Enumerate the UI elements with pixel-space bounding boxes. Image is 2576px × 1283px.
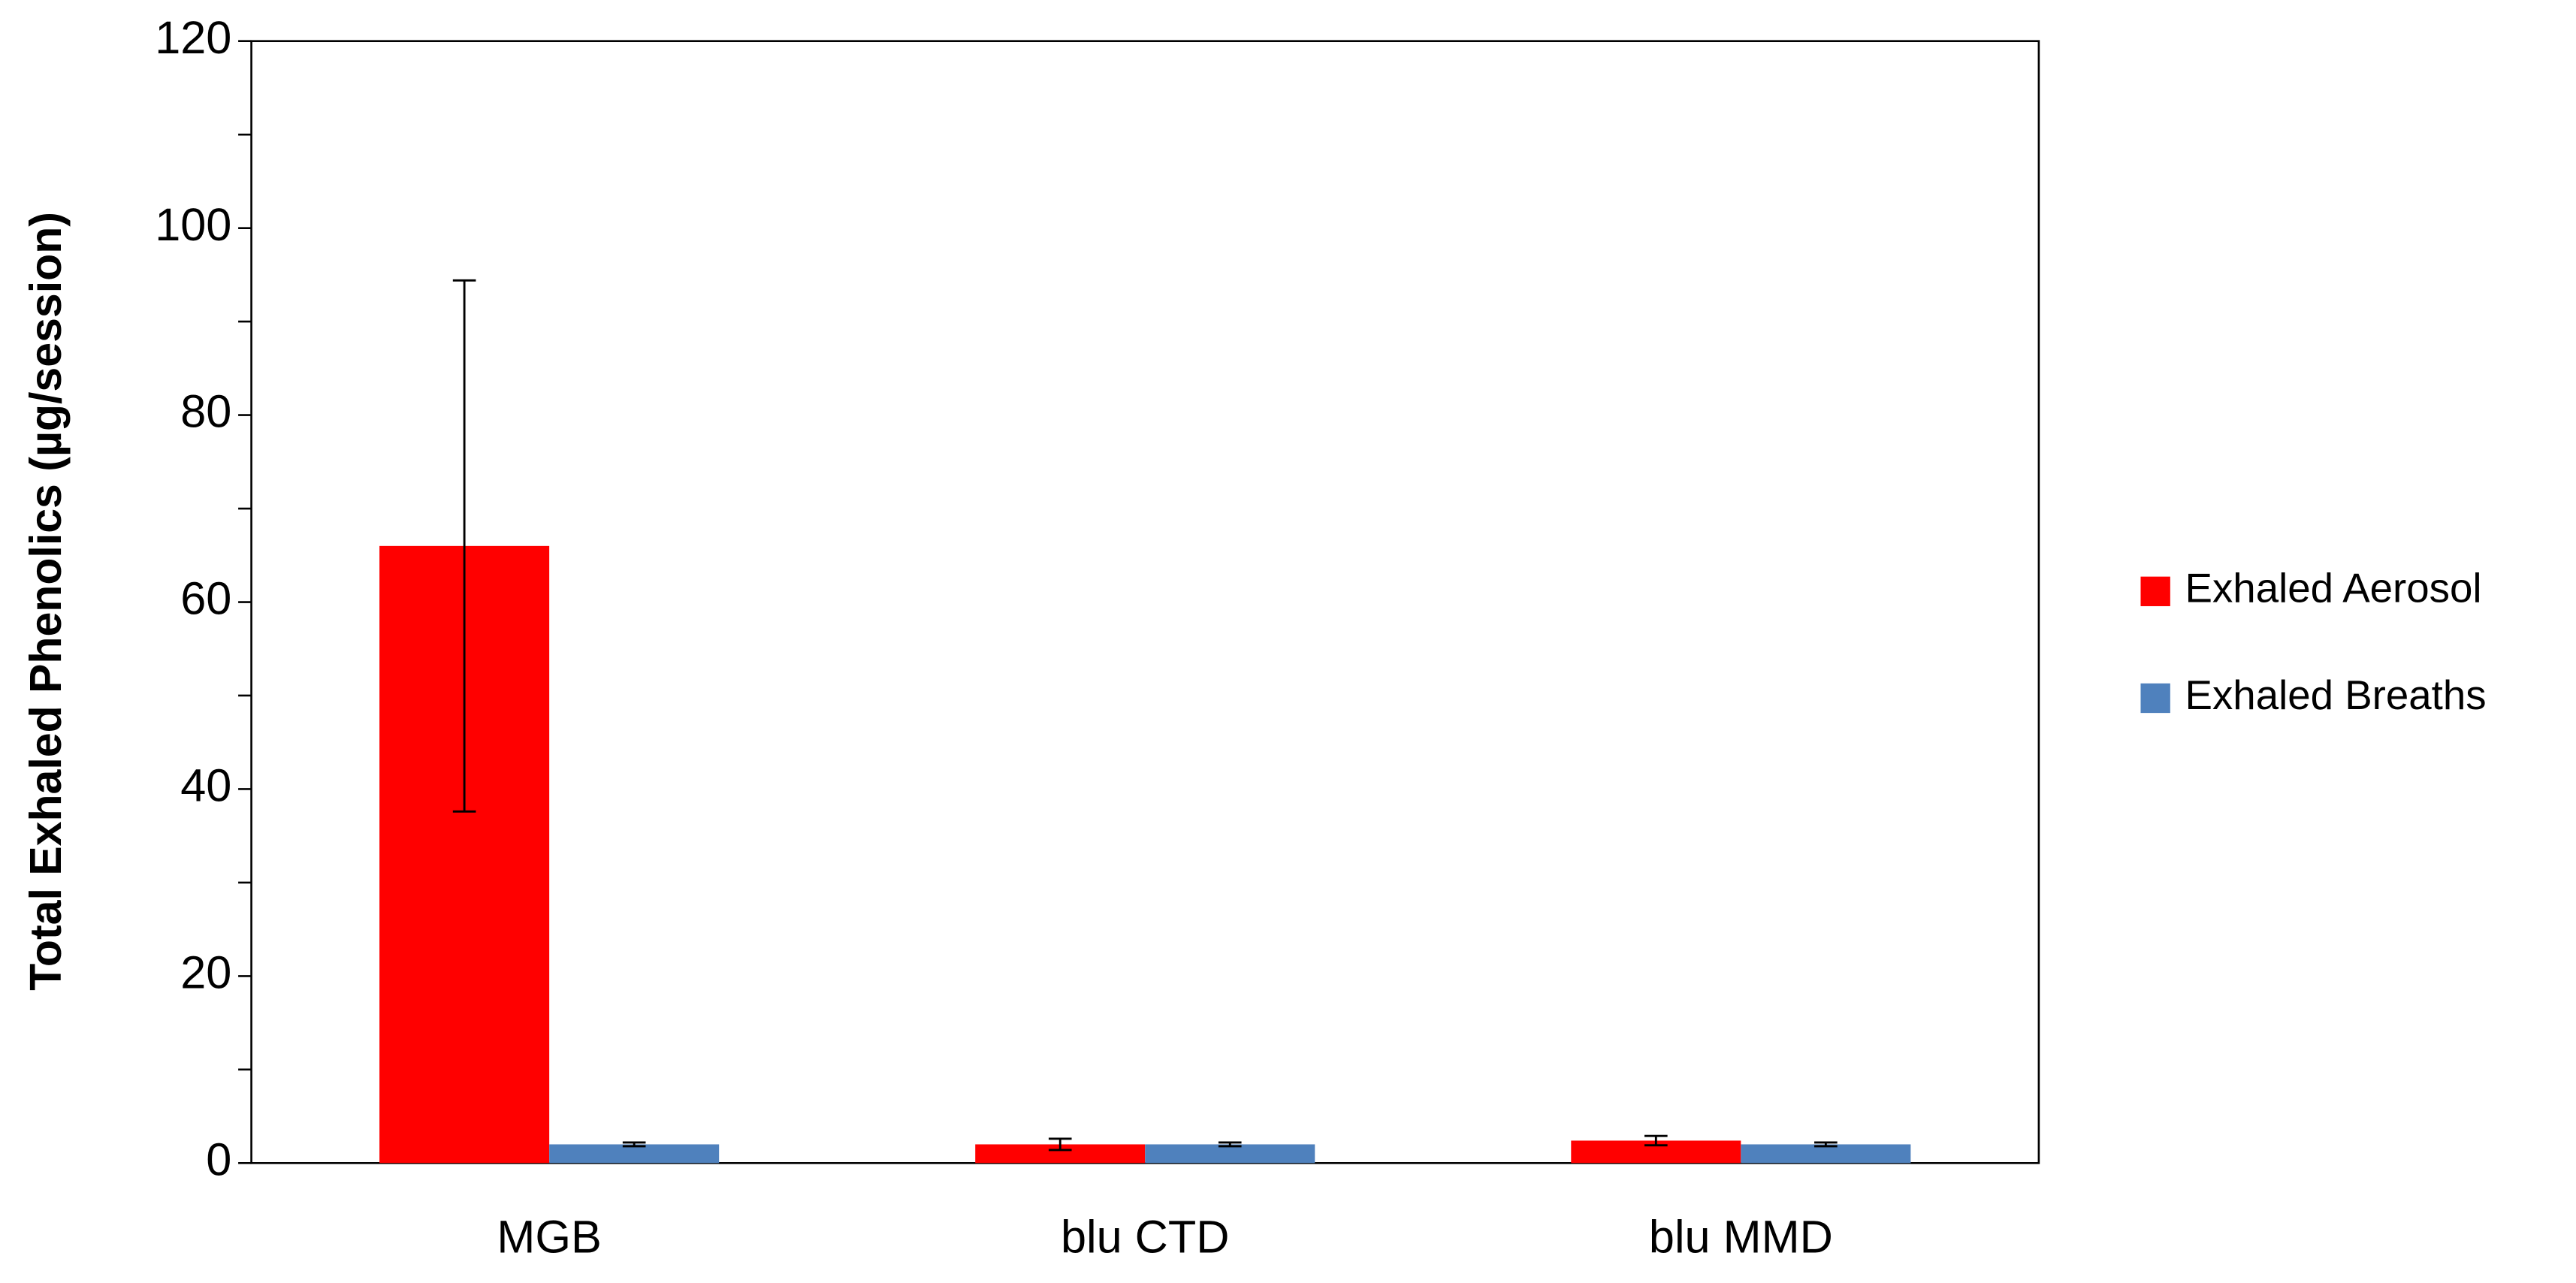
y-tick-label: 80 xyxy=(180,386,231,437)
error-bar xyxy=(452,279,476,813)
x-tick-label: blu MMD xyxy=(1649,1211,1833,1262)
y-tick-label: 120 xyxy=(155,12,231,63)
legend-label: Exhaled Breaths xyxy=(2185,672,2487,718)
legend-swatch xyxy=(2140,576,2170,606)
y-tick-label: 60 xyxy=(180,573,231,624)
legend-swatch xyxy=(2140,683,2170,714)
error-bar xyxy=(1218,1141,1242,1148)
error-bar xyxy=(1644,1134,1668,1147)
y-tick-label: 0 xyxy=(206,1134,231,1185)
bar xyxy=(549,1144,720,1164)
y-tick-label: 40 xyxy=(180,760,231,811)
legend-label: Exhaled Aerosol xyxy=(2185,566,2482,611)
x-tick-label: blu CTD xyxy=(1061,1211,1230,1262)
y-tick-label: 100 xyxy=(155,199,231,250)
error-bar xyxy=(622,1141,646,1148)
error-bar xyxy=(1814,1141,1838,1148)
y-tick-label: 20 xyxy=(180,947,231,998)
bar xyxy=(1145,1144,1315,1164)
x-tick-label: MGB xyxy=(497,1211,601,1262)
error-bar xyxy=(1048,1137,1072,1152)
bar xyxy=(1741,1144,1911,1164)
y-axis-label: Total Exhaled Phenolics (µg/session) xyxy=(21,212,71,991)
